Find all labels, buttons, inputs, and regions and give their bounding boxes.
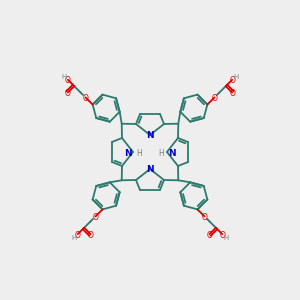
Text: H: H — [233, 74, 238, 80]
Text: H: H — [72, 235, 77, 241]
Text: N: N — [146, 166, 154, 175]
Text: H: H — [62, 74, 67, 80]
Text: O: O — [202, 213, 208, 222]
Text: O: O — [229, 89, 235, 98]
Text: O: O — [206, 231, 212, 240]
Text: N: N — [124, 148, 132, 158]
Text: O: O — [88, 231, 94, 240]
Text: H: H — [158, 148, 164, 158]
Text: O: O — [75, 231, 81, 240]
Text: O: O — [65, 89, 71, 98]
Text: N: N — [146, 131, 154, 140]
Text: N: N — [168, 148, 176, 158]
Text: O: O — [92, 213, 98, 222]
Text: H: H — [136, 148, 142, 158]
Text: O: O — [65, 76, 71, 85]
Text: H: H — [223, 235, 228, 241]
Text: O: O — [82, 94, 88, 103]
Text: O: O — [212, 94, 218, 103]
Text: O: O — [219, 231, 225, 240]
Text: O: O — [229, 76, 235, 85]
